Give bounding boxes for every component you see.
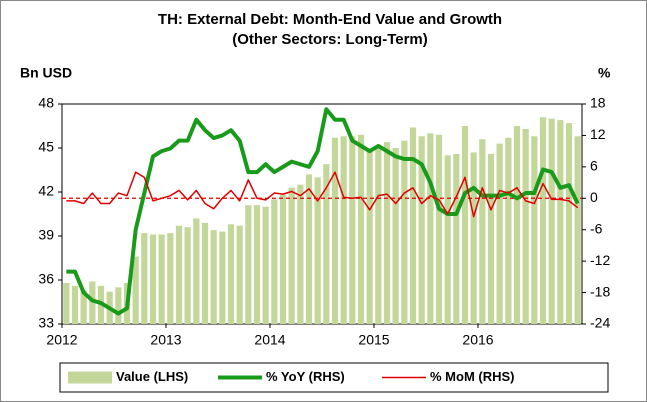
legend-box: [59, 362, 609, 393]
bar: [444, 155, 451, 324]
bar: [236, 225, 243, 324]
bar: [349, 136, 356, 324]
line: [66, 171, 579, 218]
legend-label: Value (LHS): [116, 369, 188, 384]
y2-tick-label: 18: [590, 95, 606, 111]
line: [66, 107, 580, 316]
y-tick-label: 48: [38, 95, 54, 111]
bar: [487, 153, 495, 324]
bar: [314, 177, 321, 324]
bar: [565, 123, 573, 324]
y2-tick-label: 6: [590, 158, 598, 174]
bar: [184, 227, 191, 324]
y-tick-label: 42: [38, 183, 54, 199]
bar: [522, 128, 529, 324]
bar: [297, 184, 304, 324]
y-tick-label: 39: [38, 227, 54, 243]
legend-label: % YoY (RHS): [266, 369, 345, 384]
y-tick-label: 33: [38, 315, 54, 331]
plot-area: [61, 103, 583, 325]
bar: [409, 127, 417, 324]
bar: [167, 233, 174, 324]
bar: [383, 142, 391, 324]
bar: [340, 136, 347, 324]
bar: [470, 152, 477, 324]
bar: [288, 187, 295, 324]
bar: [548, 118, 555, 325]
y2-tick-label: -24: [590, 315, 610, 331]
bar: [366, 150, 373, 324]
bar: [253, 205, 261, 324]
bar: [245, 205, 252, 324]
bar: [539, 117, 547, 324]
bar: [210, 230, 217, 324]
bar: [63, 282, 70, 324]
bar: [158, 234, 165, 324]
y-tick-label: 36: [38, 271, 54, 287]
x-tick-label: 2014: [254, 332, 285, 348]
bar: [401, 140, 408, 324]
bar: [505, 137, 512, 324]
bar: [305, 174, 313, 324]
bar: [89, 281, 96, 324]
y2-tick-label: -12: [590, 252, 610, 268]
bar: [435, 134, 443, 324]
bar: [331, 137, 339, 324]
bar: [375, 148, 382, 324]
bar: [80, 290, 87, 324]
y2-tick-label: 12: [590, 126, 606, 142]
bar: [193, 218, 200, 324]
bar: [427, 133, 434, 324]
bar: [453, 153, 460, 324]
chart-subtitle: (Other Sectors: Long-Term): [232, 31, 428, 48]
bar: [496, 143, 503, 324]
bar: [531, 136, 538, 324]
bar: [175, 225, 183, 324]
bar: [479, 139, 486, 324]
chart-title: TH: External Debt: Month-End Value and G…: [158, 11, 502, 28]
y2-tick-label: 0: [590, 189, 598, 205]
bar: [574, 136, 581, 324]
bar: [461, 126, 469, 324]
bar: [141, 233, 148, 324]
bar: [557, 120, 564, 324]
x-tick-label: 2016: [462, 332, 493, 348]
bar: [71, 285, 79, 324]
bar: [132, 256, 139, 324]
legend-swatch: [68, 371, 112, 384]
bar: [262, 206, 269, 324]
y-axis-label: Bn USD: [20, 65, 72, 81]
y2-tick-label: -6: [590, 220, 603, 236]
bar: [392, 148, 399, 324]
bar: [513, 126, 521, 324]
bar: [149, 234, 157, 324]
bar: [227, 224, 235, 324]
legend-label: % MoM (RHS): [430, 369, 515, 384]
x-tick-label: 2015: [358, 332, 389, 348]
y-tick-label: 45: [38, 139, 54, 155]
bar: [357, 134, 365, 324]
bar: [219, 231, 226, 324]
bar: [418, 136, 425, 324]
y2-axis-label: %: [598, 65, 611, 81]
bar: [201, 222, 209, 324]
bar: [115, 287, 122, 324]
bar: [323, 164, 330, 324]
x-tick-label: 2012: [46, 332, 77, 348]
x-tick-label: 2013: [150, 332, 181, 348]
bar: [271, 199, 278, 324]
y2-tick-label: -18: [590, 283, 610, 299]
bar: [279, 194, 287, 324]
